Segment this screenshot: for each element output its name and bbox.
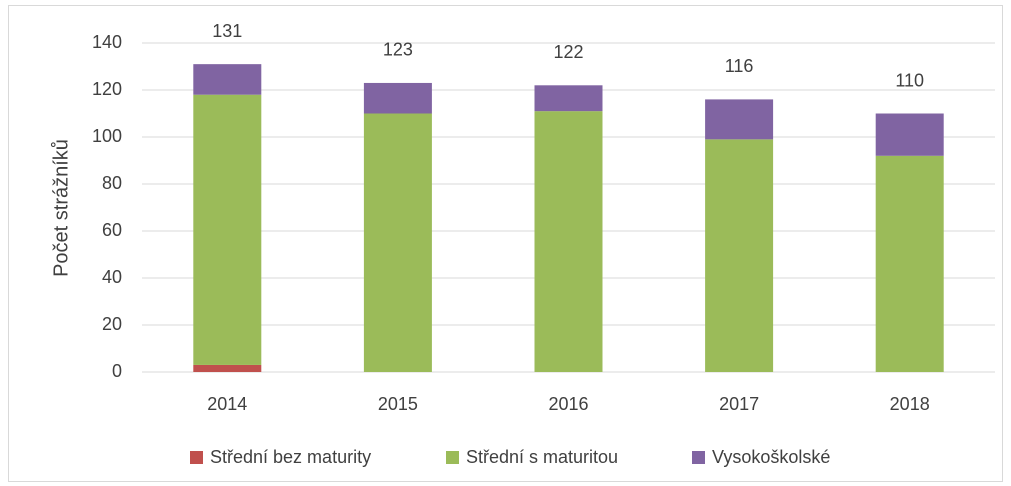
x-tick-label: 2014 bbox=[207, 394, 247, 414]
total-label: 131 bbox=[212, 21, 242, 41]
y-tick-label: 100 bbox=[92, 126, 122, 146]
y-tick-label: 20 bbox=[102, 314, 122, 334]
y-tick-label: 140 bbox=[92, 32, 122, 52]
x-tick-label: 2015 bbox=[378, 394, 418, 414]
y-tick-label: 60 bbox=[102, 220, 122, 240]
y-tick-label: 120 bbox=[92, 79, 122, 99]
legend-label: Vysokoškolské bbox=[712, 447, 830, 467]
bar-segment bbox=[875, 155, 944, 372]
x-tick-label: 2016 bbox=[548, 394, 588, 414]
total-label: 123 bbox=[383, 40, 413, 60]
bar-segment bbox=[193, 364, 262, 372]
total-label: 110 bbox=[895, 70, 924, 90]
bar-segment bbox=[363, 82, 432, 114]
bar-segment bbox=[193, 94, 262, 365]
y-tick-label: 0 bbox=[112, 361, 122, 381]
total-label: 122 bbox=[553, 42, 583, 62]
total-label: 116 bbox=[725, 56, 754, 76]
y-tick-label: 40 bbox=[102, 267, 122, 287]
bar-segment bbox=[534, 111, 603, 373]
bar-segment bbox=[705, 139, 774, 372]
x-tick-label: 2017 bbox=[719, 394, 759, 414]
legend-swatch bbox=[692, 451, 705, 464]
x-tick-label: 2018 bbox=[890, 394, 930, 414]
bar-segment bbox=[705, 99, 774, 140]
y-tick-label: 80 bbox=[102, 173, 122, 193]
chart-border bbox=[8, 5, 1003, 482]
bar-segment bbox=[363, 113, 432, 372]
legend-label: Střední bez maturity bbox=[210, 447, 371, 467]
y-axis-label: Počet strážníků bbox=[50, 139, 72, 277]
bar-segment bbox=[875, 113, 944, 156]
bar-segment bbox=[534, 85, 603, 112]
legend-label: Střední s maturitou bbox=[466, 447, 618, 467]
legend-swatch bbox=[190, 451, 203, 464]
legend-swatch bbox=[446, 451, 459, 464]
bar-segment bbox=[193, 64, 262, 95]
